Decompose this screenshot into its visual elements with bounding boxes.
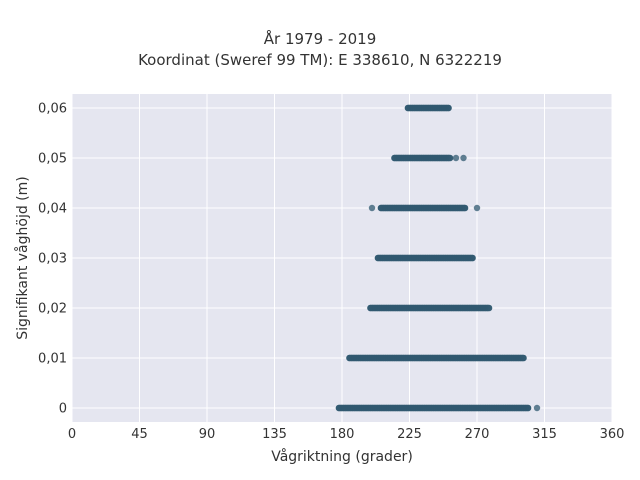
y-tick-label: 0,05 bbox=[38, 152, 67, 167]
data-point bbox=[469, 254, 476, 262]
band-0-06 bbox=[404, 104, 452, 112]
data-point bbox=[519, 354, 526, 362]
band-0 bbox=[335, 404, 541, 412]
chart-subtitle: Koordinat (Sweref 99 TM): E 338610, N 63… bbox=[138, 51, 502, 69]
y-tick-label: 0,03 bbox=[38, 252, 67, 267]
band-0-05 bbox=[391, 154, 467, 162]
y-axis-ticks: 0 0,01 0,02 0,03 0,04 0,05 0,06 bbox=[38, 102, 67, 417]
band-0-03 bbox=[374, 254, 476, 262]
y-tick-label: 0,01 bbox=[38, 352, 67, 367]
x-tick-label: 0 bbox=[68, 427, 76, 442]
x-tick-label: 270 bbox=[465, 427, 490, 442]
chart-title: År 1979 - 2019 bbox=[263, 30, 377, 48]
data-points bbox=[335, 104, 541, 412]
x-tick-label: 315 bbox=[532, 427, 557, 442]
data-point bbox=[524, 404, 532, 412]
y-tick-label: 0,04 bbox=[38, 202, 67, 217]
data-point-outlier bbox=[452, 154, 460, 162]
x-tick-label: 135 bbox=[262, 427, 287, 442]
data-point-outlier bbox=[368, 204, 376, 212]
data-point bbox=[445, 154, 452, 162]
data-point bbox=[445, 104, 452, 112]
band-0-01 bbox=[346, 354, 527, 362]
x-tick-label: 360 bbox=[600, 427, 625, 442]
grid-lines bbox=[71, 94, 613, 422]
y-tick-label: 0,06 bbox=[38, 102, 67, 117]
x-tick-label: 180 bbox=[330, 427, 355, 442]
data-point bbox=[461, 204, 468, 212]
band-0-04 bbox=[368, 204, 481, 212]
data-point-outlier bbox=[460, 154, 467, 162]
data-point-outlier bbox=[473, 204, 481, 212]
x-axis-ticks: 0 45 90 135 180 225 270 315 360 bbox=[68, 427, 625, 442]
x-tick-label: 90 bbox=[199, 427, 216, 442]
band-0-02 bbox=[367, 304, 493, 312]
y-tick-label: 0 bbox=[59, 402, 67, 417]
data-point-outlier bbox=[533, 404, 541, 412]
y-axis-title: Signifikant våghöjd (m) bbox=[14, 176, 31, 339]
data-point bbox=[484, 304, 491, 312]
y-tick-label: 0,02 bbox=[38, 302, 67, 317]
x-tick-label: 225 bbox=[397, 427, 422, 442]
x-tick-label: 45 bbox=[131, 427, 148, 442]
x-axis-title: Vågriktning (grader) bbox=[271, 448, 413, 465]
